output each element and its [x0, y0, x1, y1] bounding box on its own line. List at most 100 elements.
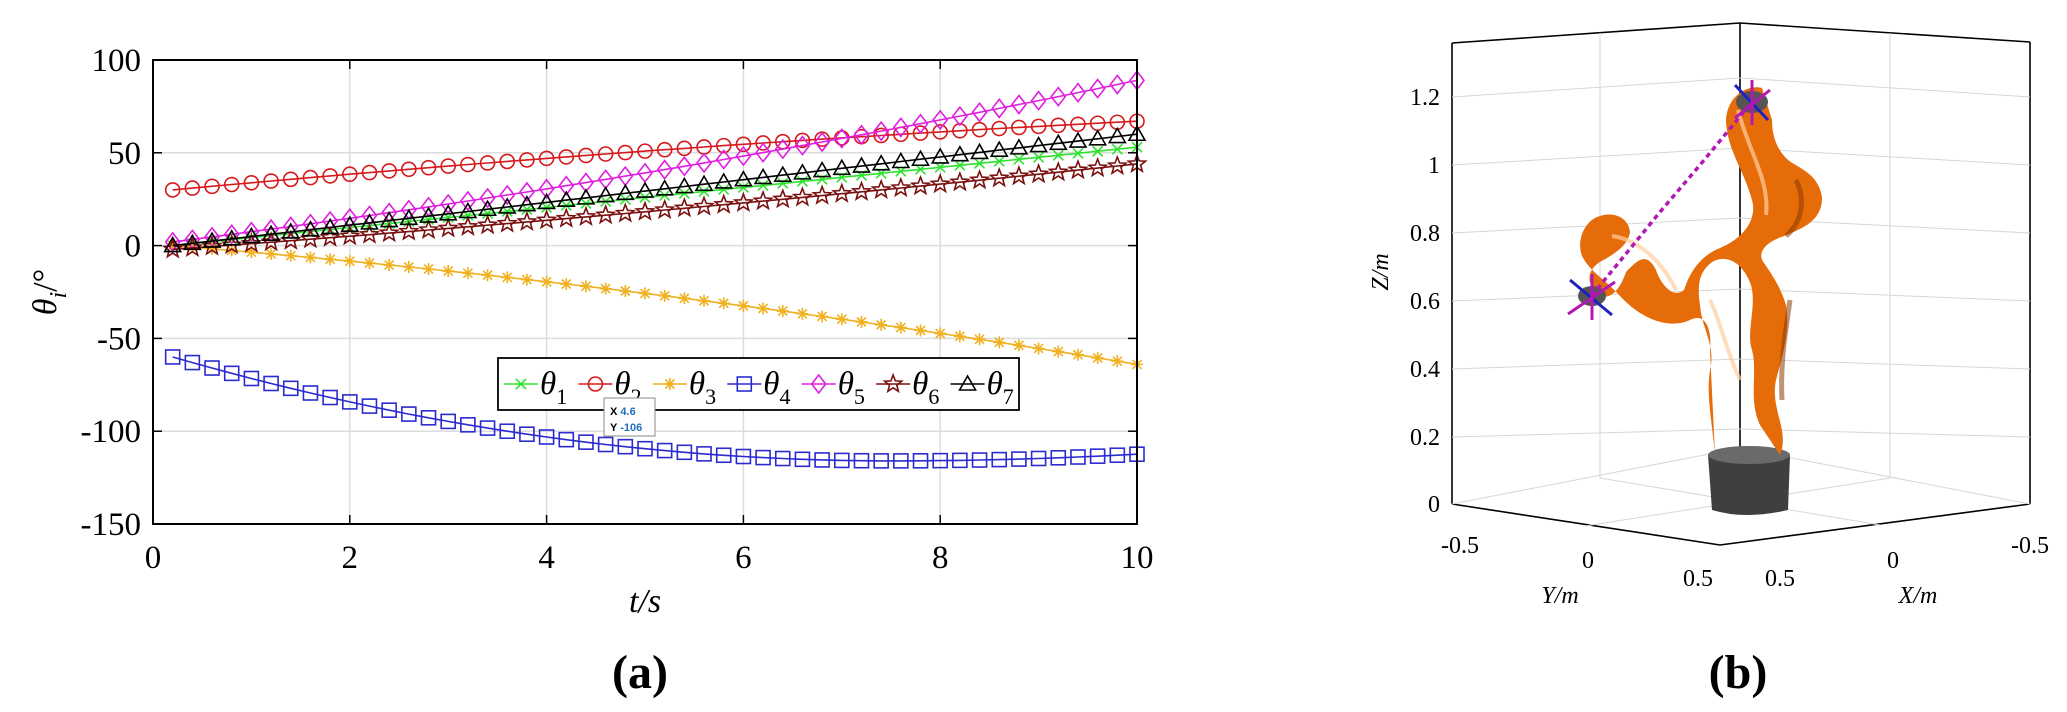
data-point	[1052, 149, 1064, 161]
data-point	[302, 169, 319, 186]
data-point	[737, 299, 750, 312]
x-tick-label: 4	[538, 540, 555, 576]
y-tick-labels: 100 50 0 -50 -100 -150	[81, 43, 142, 543]
data-point	[204, 178, 220, 195]
data-point	[361, 398, 378, 414]
data-point	[912, 125, 929, 141]
data-point	[833, 452, 850, 469]
data-tip-y: Y -106	[610, 422, 642, 434]
data-point	[578, 147, 594, 164]
data-point	[420, 410, 437, 426]
data-point	[322, 389, 338, 406]
robot-links	[1580, 87, 1822, 456]
data-point	[340, 215, 360, 232]
data-point	[281, 222, 301, 239]
data-point	[182, 233, 202, 251]
data-point	[538, 150, 555, 167]
data-point	[442, 265, 455, 278]
legend-label: θ6	[912, 366, 939, 409]
data-point	[1107, 126, 1127, 144]
robot-shadows	[1779, 178, 1804, 401]
data-point	[1030, 90, 1047, 111]
data-point	[637, 440, 653, 457]
data-point	[302, 213, 319, 235]
data-point	[853, 124, 870, 146]
legend-entry-theta-1: θ1	[504, 366, 567, 409]
data-point	[932, 109, 949, 131]
data-point	[971, 452, 988, 468]
y-tick-label: 0	[1582, 548, 1594, 574]
data-point	[718, 183, 730, 195]
legend-label: θ7	[987, 366, 1014, 409]
series-line	[172, 146, 1138, 247]
data-point	[398, 220, 420, 241]
x-tick-label: 0	[145, 540, 162, 576]
data-point	[1089, 448, 1106, 464]
data-point	[517, 195, 537, 212]
y-tick-label: -150	[81, 507, 142, 543]
data-point	[812, 160, 832, 178]
data-point	[952, 122, 968, 139]
data-point	[496, 212, 518, 233]
data-point	[989, 140, 1009, 157]
data-point	[319, 226, 341, 247]
data-point	[991, 98, 1008, 119]
data-point	[953, 330, 966, 343]
data-point	[223, 224, 240, 245]
x-axis-label: t/s	[629, 583, 661, 620]
data-point	[555, 207, 577, 228]
data-point	[1047, 160, 1069, 182]
data-point	[538, 429, 555, 445]
data-point	[540, 275, 553, 288]
series-line	[172, 120, 1138, 191]
data-point	[774, 450, 791, 467]
robot-arm	[1578, 87, 1822, 515]
data-point	[1067, 158, 1089, 180]
data-point	[833, 128, 850, 149]
data-point	[535, 209, 558, 230]
data-point	[794, 135, 811, 156]
data-point	[958, 374, 977, 391]
z-tick-labels: 1.2 1 0.8 0.6 0.4 0.2 0	[1410, 85, 1440, 518]
data-point	[949, 170, 971, 192]
data-point	[282, 171, 299, 188]
data-point	[341, 166, 358, 183]
data-point	[832, 158, 852, 176]
data-point	[911, 149, 930, 167]
data-point	[929, 172, 951, 194]
data-point	[894, 321, 907, 334]
data-point	[184, 180, 201, 196]
data-point	[971, 121, 988, 138]
data-point	[835, 313, 848, 326]
data-point	[655, 179, 675, 196]
data-point	[873, 127, 889, 144]
data-point	[417, 218, 440, 240]
z-tick-label: 0.4	[1410, 357, 1440, 383]
data-point	[460, 417, 476, 433]
data-point	[260, 230, 282, 252]
data-point	[757, 179, 769, 191]
data-point	[676, 140, 693, 157]
x-tick-labels: 0 2 4 6 8 10	[145, 540, 1154, 576]
data-point	[521, 203, 533, 216]
data-tip[interactable]: X 4.6 Y -106	[603, 397, 656, 437]
data-point	[476, 213, 499, 235]
data-point	[594, 203, 617, 225]
data-point	[499, 184, 516, 206]
data-point	[596, 185, 616, 203]
data-point	[912, 452, 929, 469]
data-point	[497, 197, 517, 214]
data-point	[852, 156, 871, 173]
robot-base	[1708, 450, 1790, 515]
data-point	[1013, 153, 1025, 165]
data-point	[243, 174, 260, 191]
data-point	[617, 438, 634, 455]
data-point	[440, 193, 457, 215]
data-point	[440, 158, 457, 174]
data-point	[479, 187, 496, 209]
data-point	[558, 175, 575, 197]
z-tick-label: 1.2	[1410, 85, 1440, 111]
y-tick-label: -50	[97, 321, 141, 357]
